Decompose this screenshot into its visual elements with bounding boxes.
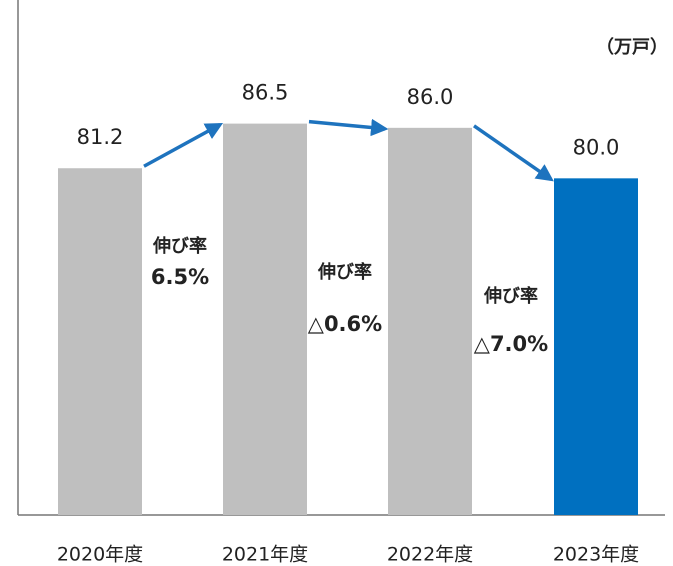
x-tick-label: 2023年度: [553, 544, 639, 566]
unit-label: （万戸）: [596, 37, 668, 58]
value-label: 80.0: [573, 135, 620, 159]
growth-value: 6.5%: [151, 265, 209, 289]
arrow: [143, 122, 224, 168]
growth-label: 伸び率: [483, 285, 538, 307]
bar: [58, 168, 142, 515]
value-label: 86.0: [407, 85, 454, 109]
x-tick-label: 2021年度: [222, 544, 308, 566]
growth-label: 伸び率: [317, 261, 372, 283]
growth-value: △0.6%: [308, 312, 382, 336]
x-tick-label: 2022年度: [387, 544, 473, 566]
growth-label: 伸び率: [152, 235, 207, 257]
value-label: 86.5: [242, 81, 289, 105]
growth-value: △7.0%: [474, 332, 548, 356]
arrow: [473, 124, 554, 182]
x-tick-label: 2020年度: [57, 544, 143, 566]
bar: [223, 123, 307, 515]
bar: [554, 178, 638, 516]
bar: [388, 127, 472, 515]
value-label: 81.2: [77, 125, 124, 149]
arrow: [308, 118, 389, 137]
